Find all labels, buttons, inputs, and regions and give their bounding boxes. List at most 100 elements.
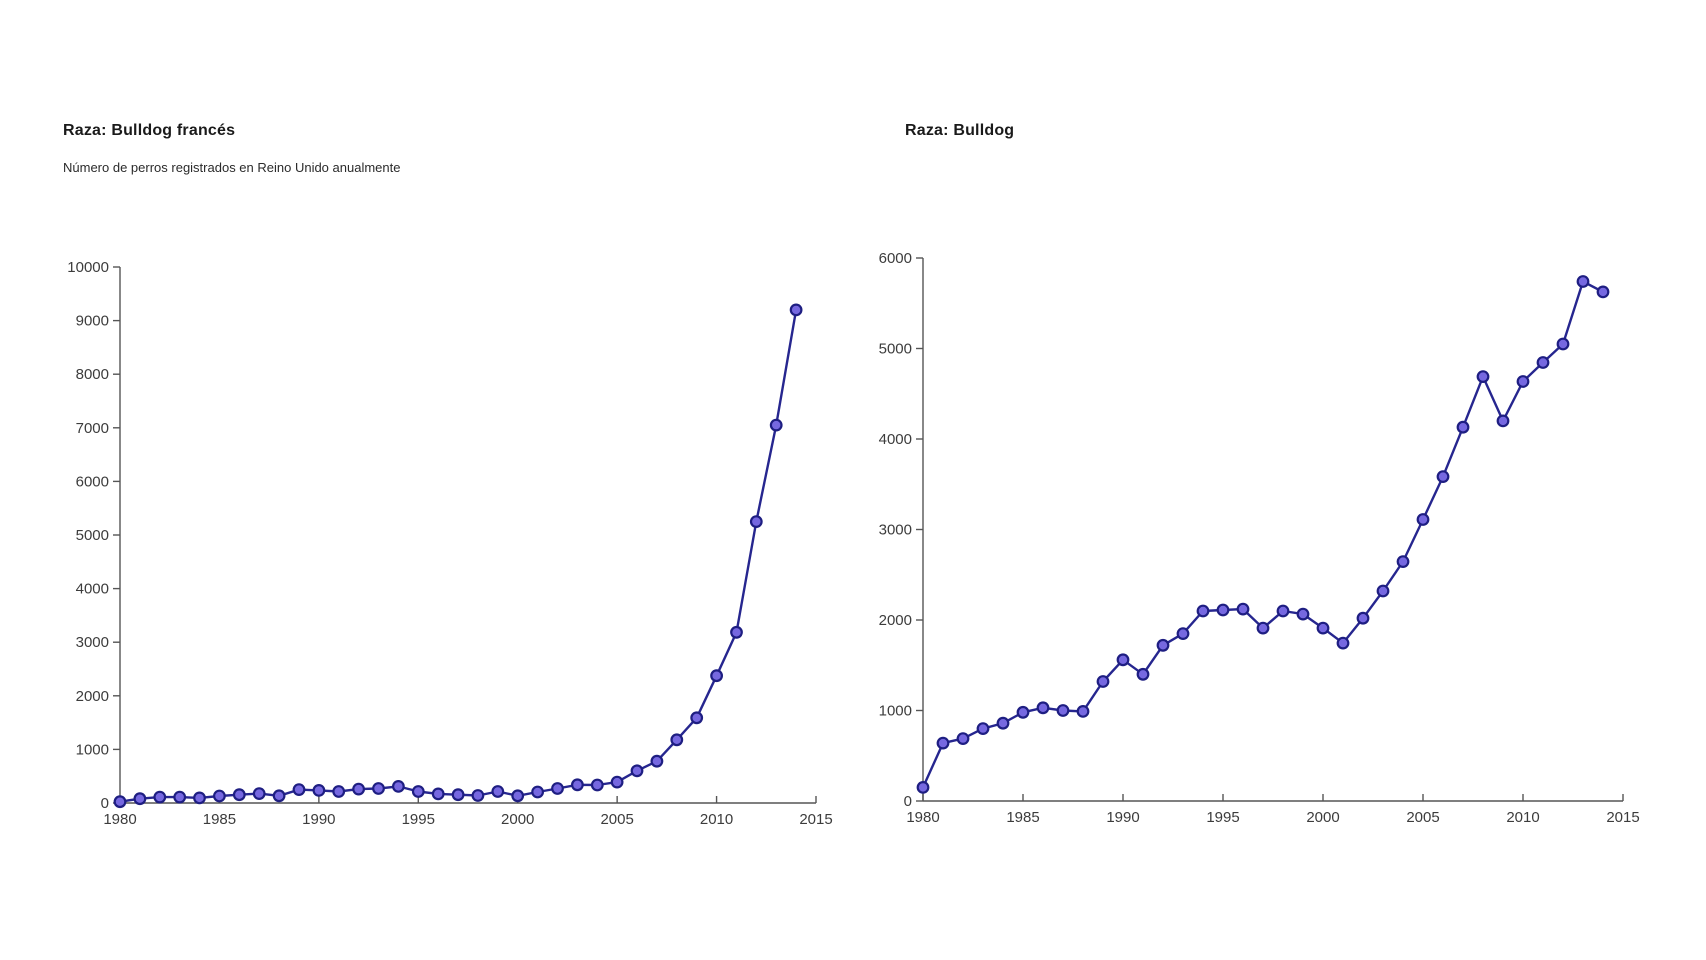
data-point-marker [610,775,624,789]
data-point-marker [1396,555,1410,569]
data-line [119,309,798,803]
data-point-marker [1356,611,1370,625]
x-axis-tick-label: 2015 [799,811,832,828]
y-axis-tick-label: 6000 [76,473,109,490]
data-point-marker [1056,704,1070,717]
data-point-marker [996,716,1010,730]
x-axis-tick-label: 2000 [501,811,534,828]
data-point-marker [173,790,187,804]
x-axis-tick-label: 2015 [1606,809,1639,826]
data-point-marker [1176,627,1190,641]
data-point-marker [650,754,664,768]
x-axis-tick-label: 2000 [1306,809,1339,826]
data-point-marker [312,784,326,797]
x-axis-tick-label: 1985 [203,811,236,828]
chart-subtitle-french-bulldog: Número de perros registrados en Reino Un… [63,160,401,175]
data-point-marker [451,788,465,802]
data-point-marker [769,418,783,432]
chart-title-bulldog: Raza: Bulldog [905,122,1015,139]
data-point-marker [1456,420,1470,434]
y-axis-tick-label: 2000 [76,688,109,705]
line-chart-french-bulldog: 0 1000 2000 3000 4000 5000 6000 7000 8000 9000 100… [67,259,832,828]
data-point-marker [670,733,684,747]
data-point-marker [491,785,505,798]
data-point-marker [332,785,346,798]
x-axis-tick-label: 2005 [1406,809,1439,826]
data-point-marker [411,785,425,798]
data-point-marker [1316,621,1330,635]
data-point-marker [590,778,604,792]
y-axis-tick-label: 6000 [879,250,912,267]
data-point-marker [630,764,644,778]
data-point-marker [956,732,970,745]
data-point-marker [1276,604,1290,618]
data-point-marker [1536,356,1550,369]
data-point-marker [1076,705,1090,718]
data-point-marker [1036,701,1050,715]
data-point-marker [690,711,704,725]
data-point-marker [133,792,147,806]
data-point-marker [1436,470,1450,484]
y-axis-tick-label: 2000 [879,612,912,629]
data-point-marker [551,782,564,795]
data-point-marker [976,722,990,736]
data-point-marker [1576,275,1590,288]
y-axis-tick-label: 5000 [879,341,912,358]
data-point-marker [1556,337,1570,351]
data-point-marker [193,791,206,805]
data-point-marker [1296,607,1310,621]
data-point-marker [431,787,445,801]
y-axis-tick-label: 3000 [879,522,912,539]
data-point-marker [1596,285,1610,299]
data-point-marker [916,781,930,794]
y-axis-tick-label: 7000 [76,420,109,437]
data-point-marker [153,790,167,804]
x-axis-tick-label: 1990 [302,811,335,828]
data-point-marker [212,789,226,803]
x-axis-tick-label: 1980 [906,809,939,826]
data-point-marker [232,788,246,802]
data-point-marker [1256,621,1270,635]
y-axis-tick-label: 0 [101,795,109,812]
x-axis-tick-label: 2010 [700,811,733,828]
data-point-marker [936,736,950,750]
x-axis-tick-label: 1990 [1106,809,1139,826]
x-axis-tick-label: 1995 [402,811,435,828]
data-point-marker [531,785,545,799]
data-point-marker [1016,705,1030,719]
x-axis-tick-label: 2005 [600,811,633,828]
x-axis-tick-label: 1985 [1006,809,1039,826]
data-point-marker [1156,638,1170,652]
line-chart-bulldog: 0 1000 2000 3000 4000 5000 6000 1980 1985 1990 199… [879,250,1640,826]
data-point-marker [392,780,405,793]
data-point-marker [372,782,385,795]
data-point-marker [252,787,266,800]
chart-title-french-bulldog: Raza: Bulldog francés [63,122,236,139]
data-point-marker [1516,375,1530,388]
data-point-marker [749,515,763,529]
data-point-marker [1096,675,1110,688]
data-point-marker [113,795,127,809]
data-point-marker [1416,513,1430,526]
data-point-marker [710,669,723,683]
data-point-marker [511,789,525,803]
data-point-marker [1236,602,1250,616]
data-point-marker [1496,414,1510,428]
x-axis-tick-label: 2010 [1506,809,1539,826]
y-axis-tick-label: 9000 [76,313,109,330]
data-point-marker [1196,604,1210,618]
x-axis-tick-label: 1980 [103,811,136,828]
data-point-marker [571,778,584,792]
data-point-marker [1336,636,1350,650]
x-axis-tick-label: 1995 [1206,809,1239,826]
y-axis-tick-label: 10000 [67,259,109,276]
y-axis-tick-label: 3000 [76,634,109,651]
data-point-marker [789,303,803,317]
y-axis-tick-label: 4000 [879,431,912,448]
data-point-marker [1116,653,1130,667]
data-point-marker [1476,370,1490,384]
y-axis-tick-label: 1000 [76,741,109,758]
y-axis-tick-label: 1000 [879,703,912,720]
data-point-marker [272,789,286,803]
